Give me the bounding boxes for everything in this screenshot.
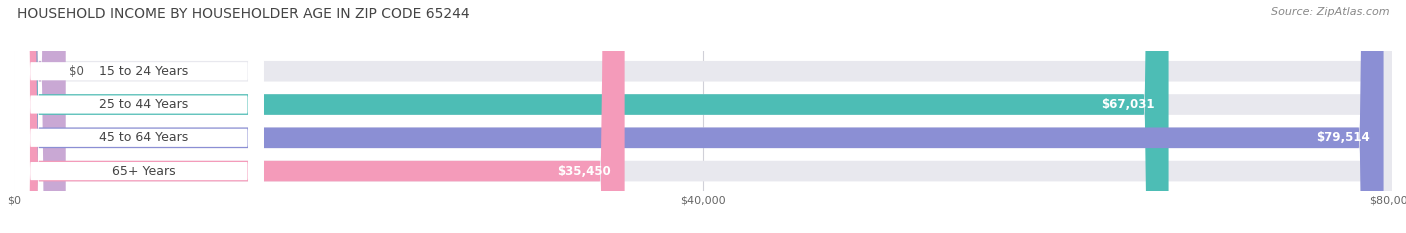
FancyBboxPatch shape [14,0,1392,233]
Text: $35,450: $35,450 [557,164,610,178]
FancyBboxPatch shape [14,0,624,233]
FancyBboxPatch shape [14,0,264,233]
FancyBboxPatch shape [14,0,1392,233]
FancyBboxPatch shape [14,0,264,233]
FancyBboxPatch shape [14,0,264,233]
FancyBboxPatch shape [14,0,66,233]
FancyBboxPatch shape [14,0,264,233]
Text: 25 to 44 Years: 25 to 44 Years [100,98,188,111]
FancyBboxPatch shape [14,0,1392,233]
Text: 15 to 24 Years: 15 to 24 Years [100,65,188,78]
FancyBboxPatch shape [14,0,1384,233]
Text: 65+ Years: 65+ Years [112,164,176,178]
FancyBboxPatch shape [14,0,1168,233]
FancyBboxPatch shape [14,0,1392,233]
Text: $0: $0 [69,65,84,78]
Text: 45 to 64 Years: 45 to 64 Years [100,131,188,144]
Text: Source: ZipAtlas.com: Source: ZipAtlas.com [1271,7,1389,17]
Text: $67,031: $67,031 [1101,98,1154,111]
Text: HOUSEHOLD INCOME BY HOUSEHOLDER AGE IN ZIP CODE 65244: HOUSEHOLD INCOME BY HOUSEHOLDER AGE IN Z… [17,7,470,21]
Text: $79,514: $79,514 [1316,131,1369,144]
